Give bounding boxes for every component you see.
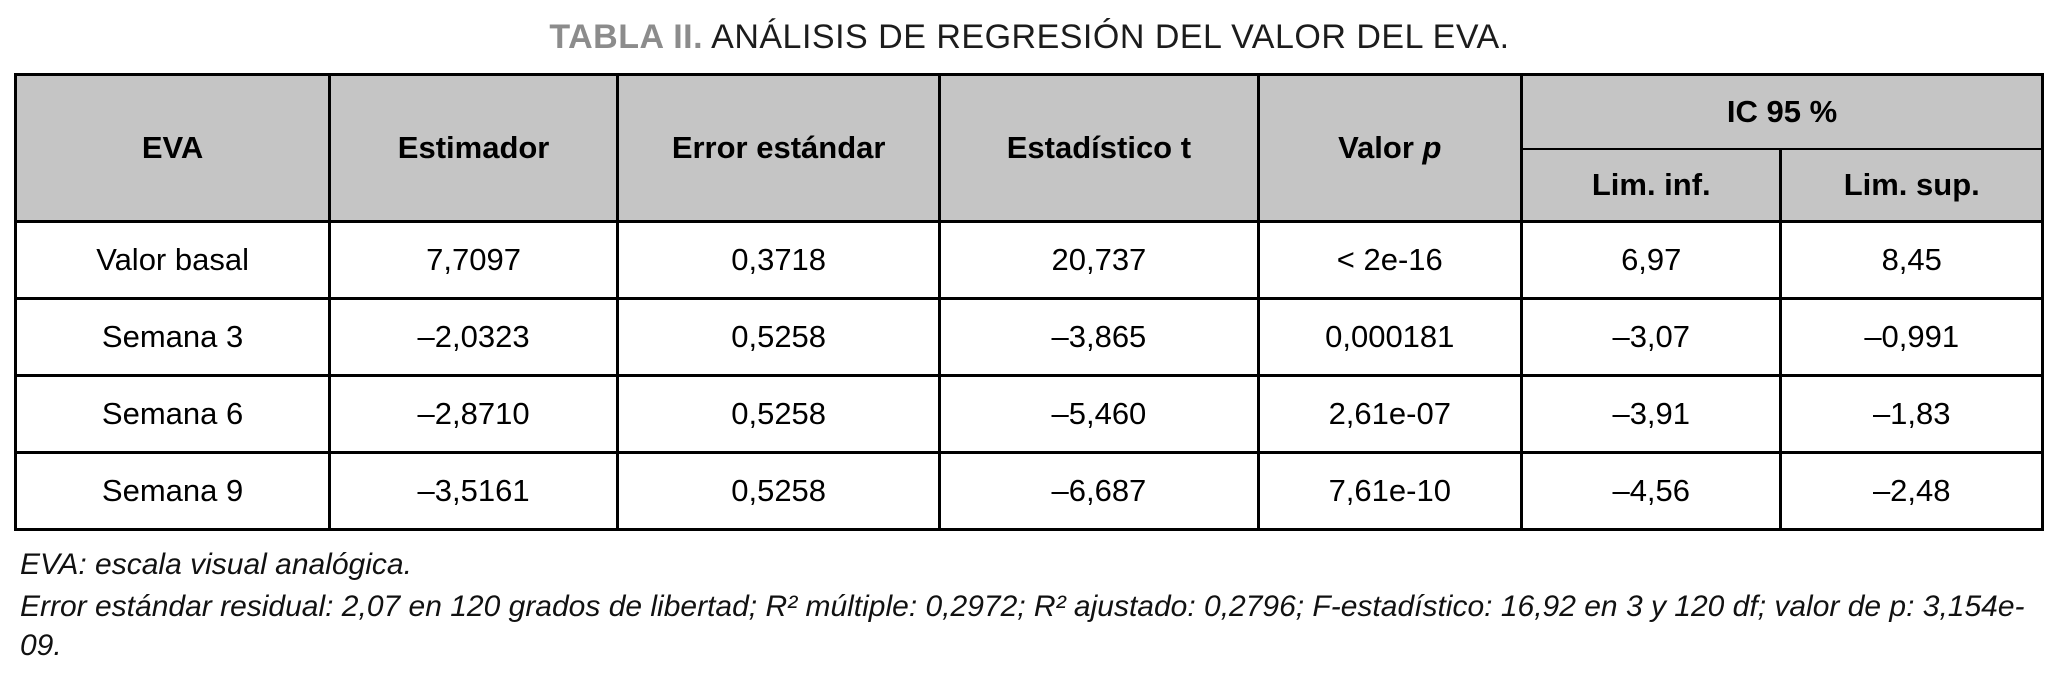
cell-lim-inf: –3,91 [1520,374,1783,454]
row-label: Semana 3 [13,297,332,377]
cell-t: –3,865 [938,297,1260,377]
valor-p-symbol: p [1422,130,1442,165]
row-label: Valor basal [13,220,332,300]
table-footnotes: EVA: escala visual analógica. Error está… [20,545,2050,666]
cell-p: 0,000181 [1256,297,1524,377]
col-header-valor-p: Valor p [1256,73,1524,223]
cell-lim-sup: –0,991 [1779,297,2044,377]
col-header-estadistico-t: Estadístico t [938,73,1260,223]
cell-error: 0,3718 [615,220,942,300]
table-title: TABLA II. ANÁLISIS DE REGRESIÓN DEL VALO… [14,18,2045,57]
row-label: Semana 6 [13,374,332,454]
valor-p-prefix: Valor [1338,130,1423,165]
cell-estimador: –3,5161 [328,451,619,531]
footnote-eva-definition: EVA: escala visual analógica. [20,548,412,581]
cell-lim-inf: –3,07 [1520,297,1783,377]
header-row-1: EVA Estimador Error estándar Estadístico… [13,73,2044,223]
regression-table: EVA Estimador Error estándar Estadístico… [13,73,2044,531]
col-header-lim-sup: Lim. sup. [1779,148,2044,224]
cell-p: < 2e-16 [1256,220,1524,300]
cell-estimador: 7,7097 [328,220,619,300]
cell-error: 0,5258 [615,374,942,454]
cell-p: 7,61e-10 [1256,451,1524,531]
cell-p: 2,61e-07 [1256,374,1524,454]
col-header-lim-inf: Lim. inf. [1520,148,1783,224]
col-header-eva: EVA [13,73,332,223]
page: TABLA II. ANÁLISIS DE REGRESIÓN DEL VALO… [13,18,2050,666]
cell-estimador: –2,8710 [328,374,619,454]
col-header-ic95: IC 95 % [1520,73,2044,151]
cell-lim-inf: –4,56 [1520,451,1783,531]
col-header-error-estandar: Error estándar [615,73,942,223]
row-label: Semana 9 [13,451,332,531]
cell-t: –5,460 [938,374,1260,454]
table-row-semana-9: Semana 9 –3,5161 0,5258 –6,687 7,61e-10 … [13,451,2044,531]
cell-error: 0,5258 [615,297,942,377]
cell-t: 20,737 [938,220,1260,300]
table-title-text: ANÁLISIS DE REGRESIÓN DEL VALOR DEL EVA. [703,18,1510,56]
cell-t: –6,687 [938,451,1260,531]
cell-lim-sup: –2,48 [1779,451,2044,531]
cell-lim-sup: –1,83 [1779,374,2044,454]
header-row-2: Lim. inf. Lim. sup. [16,148,2044,224]
table-row-semana-6: Semana 6 –2,8710 0,5258 –5,460 2,61e-07 … [13,374,2044,454]
col-header-estimador: Estimador [328,73,619,223]
cell-estimador: –2,0323 [328,297,619,377]
cell-lim-inf: 6,97 [1520,220,1783,300]
footnote-regression-stats: Error estándar residual: 2,07 en 120 gra… [20,589,2025,663]
cell-error: 0,5258 [615,451,942,531]
table-row-valor-basal: Valor basal 7,7097 0,3718 20,737 < 2e-16… [13,220,2044,300]
table-title-number: TABLA II. [549,18,704,56]
table-row-semana-3: Semana 3 –2,0323 0,5258 –3,865 0,000181 … [13,297,2044,377]
cell-lim-sup: 8,45 [1779,220,2044,300]
